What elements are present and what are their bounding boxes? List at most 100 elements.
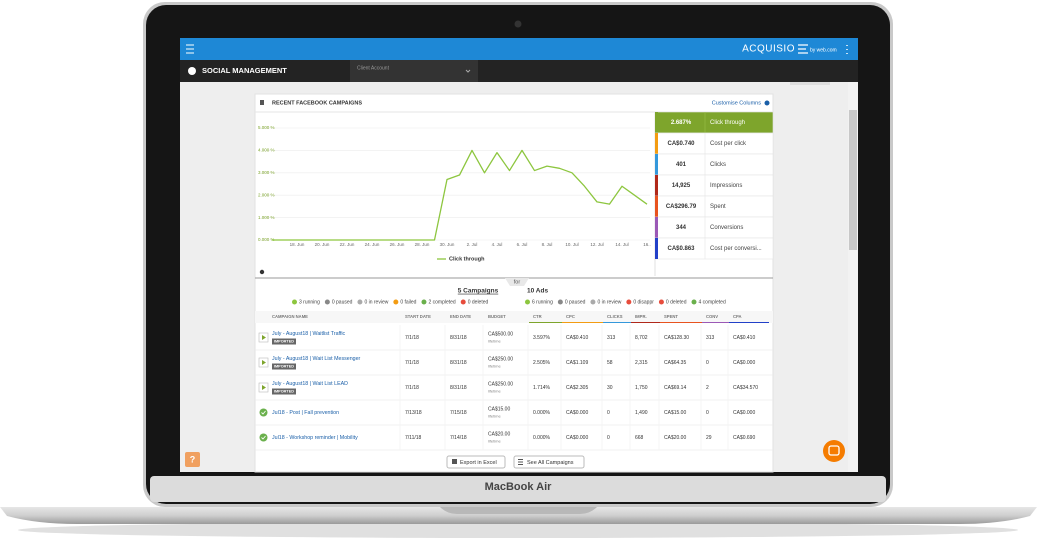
metric-label: Spent (710, 204, 726, 210)
completed-icon (259, 433, 268, 442)
campaign-name[interactable]: Jul18 - Post | Fall prevention (272, 410, 339, 416)
device-label: MacBook Air (485, 481, 553, 493)
line-series (272, 149, 648, 241)
cell: CA$64.35 (664, 360, 686, 366)
column-header: CPA (733, 314, 742, 319)
status-summary: 3 running 0 paused 0 in review 0 failed 2 co… (292, 299, 726, 305)
cell: CA$15.00 (488, 406, 510, 412)
customise-link[interactable]: Customise Columns (712, 100, 761, 106)
cell: 0 (706, 360, 709, 366)
cell: 668 (635, 435, 644, 441)
budget-note: lifetime (488, 339, 501, 344)
badge-label: IMPORTED (274, 390, 294, 394)
column-header: END DATE (450, 314, 471, 319)
client-select[interactable] (350, 60, 478, 82)
for-label: for (514, 279, 521, 285)
metric-value: 401 (676, 162, 687, 168)
x-tick-label: 4. Jul (492, 242, 503, 247)
cell: 7/13/18 (405, 410, 422, 416)
column-header: CLICKS (607, 314, 623, 319)
cell: 29 (706, 435, 712, 441)
chat-button[interactable] (823, 440, 845, 462)
badge-label: IMPORTED (274, 365, 294, 369)
metric-color (655, 238, 658, 259)
cell: CA$0.410 (733, 335, 755, 341)
cell: CA$0.410 (566, 335, 588, 341)
column-underline (660, 322, 702, 323)
metric-color (655, 175, 658, 196)
menu-icon[interactable] (186, 44, 194, 54)
help-button[interactable] (185, 452, 200, 467)
status-icon (357, 299, 363, 305)
metric-value: 344 (676, 225, 687, 231)
panel-icon (260, 100, 264, 105)
list-icon (518, 459, 523, 465)
export-button[interactable] (446, 455, 506, 469)
top-bar (180, 38, 858, 60)
x-tick-label: 26. Jun (390, 242, 405, 247)
all-label: See All Campaigns (527, 460, 574, 466)
x-tick-label: 18. Jun (290, 242, 305, 247)
cell: 8,702 (635, 335, 648, 341)
ads-tab[interactable]: 10 Ads (527, 288, 548, 295)
scroll-thumb[interactable] (849, 110, 857, 250)
column-underline (529, 322, 562, 323)
campaign-name[interactable]: July - August18 | Wait List Messenger (272, 356, 361, 362)
column-underline (631, 322, 660, 323)
cell: CA$0.000 (566, 410, 588, 416)
cell: 7/1/18 (405, 360, 419, 366)
cell: 58 (607, 360, 613, 366)
status-icon (557, 299, 563, 305)
nav-title: SOCIAL MANAGEMENT (202, 66, 287, 75)
x-tick-label: 12. Jul (590, 242, 603, 247)
metric-value: CA$0.863 (667, 246, 695, 252)
status-icon (421, 299, 427, 305)
budget-note: lifetime (488, 364, 501, 369)
campaign-name[interactable]: Jul18 - Workshop reminder | Mobility (272, 435, 358, 441)
badge (272, 388, 296, 395)
metric-color (655, 196, 658, 217)
cell: 313 (607, 335, 616, 341)
x-tick-label: 10. Jul (565, 242, 578, 247)
status-label: 0 deleted (468, 299, 489, 305)
campaign-name[interactable]: July - August18 | Waitlist Traffic (272, 331, 346, 337)
cell: 8/31/18 (450, 335, 467, 341)
cell: CA$500.00 (488, 331, 513, 337)
x-tick-label: 22. Jun (340, 242, 355, 247)
cell: 0 (607, 410, 610, 416)
gear-icon[interactable] (764, 100, 770, 106)
y-tick-label: 4.000 % (258, 148, 275, 153)
cell: CA$1.109 (566, 360, 588, 366)
column-header: START DATE (405, 314, 431, 319)
cell: 7/14/18 (450, 435, 467, 441)
status-label: 3 running (299, 299, 320, 305)
metric-color (655, 133, 658, 154)
cell: 7/11/18 (405, 435, 422, 441)
column-underline (729, 322, 769, 323)
completed-icon (259, 408, 268, 417)
y-tick-label: 1.000 % (258, 215, 275, 220)
metric-label: Impressions (710, 183, 742, 189)
cell: 2 (706, 385, 709, 391)
chart: 0.000 % 1.000 % 2.000 % 3.000 % 4.000 % 5.000… (258, 125, 651, 262)
status-icon (292, 299, 297, 305)
status-icon (626, 299, 632, 305)
column-header: CAMPAIGN NAME (272, 314, 308, 319)
column-header: IMPR. (635, 314, 647, 319)
x-tick-label: 16.. (643, 242, 651, 247)
x-tick-label: 14. Jul (615, 242, 628, 247)
cell: 7/1/18 (405, 385, 419, 391)
campaign-name[interactable]: July - August18 | Wait List LEAD (272, 381, 348, 387)
status-label: 0 in review (597, 299, 621, 305)
chat-icon (828, 445, 840, 456)
status-label: 0 paused (565, 299, 586, 305)
x-tick-label: 6. Jul (517, 242, 528, 247)
x-tick-label: 2. Jul (467, 242, 478, 247)
cell: CA$34.570 (733, 385, 758, 391)
help-icon: ? (190, 454, 196, 464)
column-underline (702, 322, 729, 323)
campaigns-tab[interactable]: 5 Campaigns (458, 288, 499, 295)
all-button[interactable] (513, 455, 585, 469)
status-label: 0 in review (364, 299, 388, 305)
